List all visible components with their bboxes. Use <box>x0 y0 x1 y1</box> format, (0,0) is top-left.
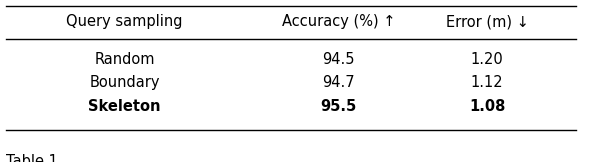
Text: Error (m) ↓: Error (m) ↓ <box>446 14 529 29</box>
Text: Query sampling: Query sampling <box>67 14 183 29</box>
Text: Table 1: Table 1 <box>6 154 58 162</box>
Text: 94.5: 94.5 <box>323 52 355 67</box>
Text: 1.08: 1.08 <box>469 99 505 114</box>
Text: Random: Random <box>94 52 155 67</box>
Text: 1.20: 1.20 <box>470 52 504 67</box>
Text: Skeleton: Skeleton <box>89 99 161 114</box>
Text: 95.5: 95.5 <box>320 99 357 114</box>
Text: Accuracy (%) ↑: Accuracy (%) ↑ <box>282 14 396 29</box>
Text: 94.7: 94.7 <box>323 75 355 90</box>
Text: Boundary: Boundary <box>90 75 160 90</box>
Text: 1.12: 1.12 <box>471 75 503 90</box>
